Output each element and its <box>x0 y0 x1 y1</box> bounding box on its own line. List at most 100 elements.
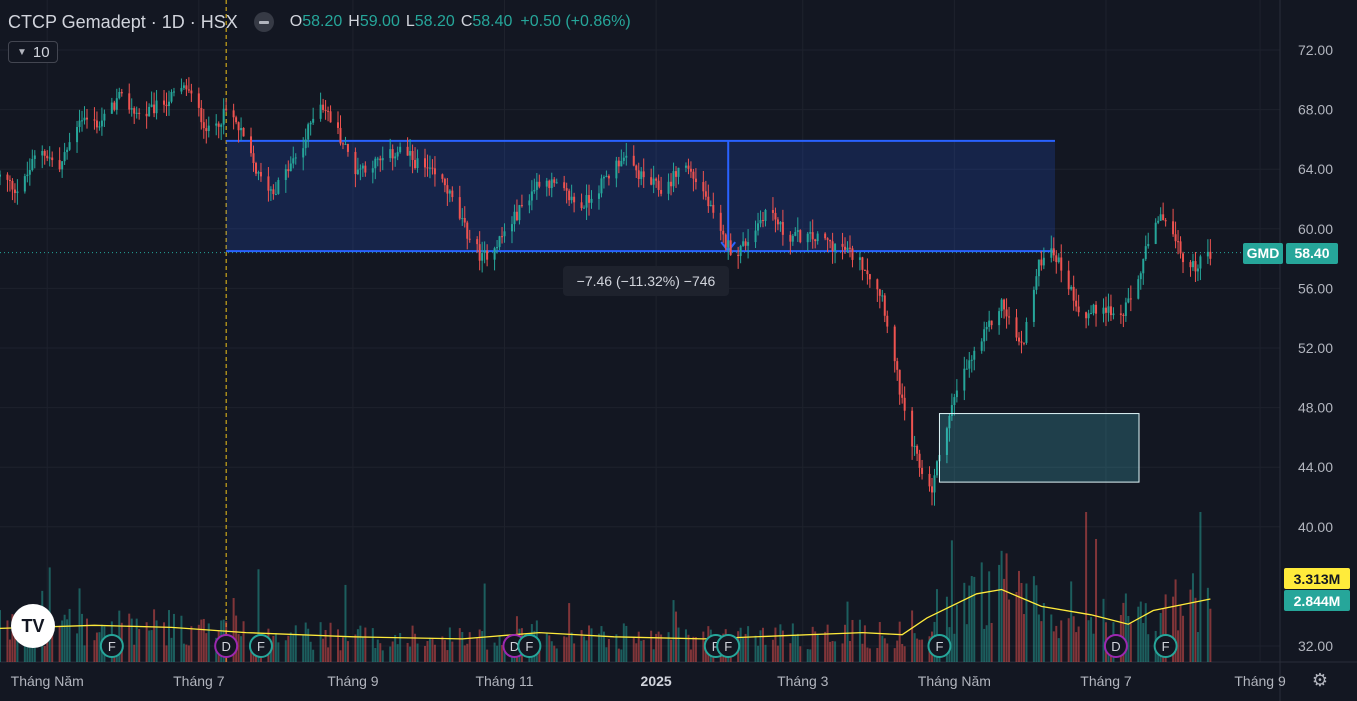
candle-body <box>503 231 506 237</box>
volume-bar <box>739 627 742 662</box>
candle-body <box>274 193 277 195</box>
candle-body <box>466 222 469 239</box>
price-axis[interactable]: 72.00 68.00 64.00 60.00 56.00 52.00 48.00 44.00… <box>1298 42 1333 654</box>
candle-body <box>809 232 812 234</box>
marker-circle <box>1153 634 1178 658</box>
volume-bar <box>414 633 417 662</box>
candle-body <box>625 155 628 158</box>
candle-body <box>155 100 158 114</box>
low-value: 58.20 <box>414 13 455 30</box>
rectangle-drawing[interactable] <box>938 413 1140 483</box>
candle-body <box>789 234 792 242</box>
high-label: H <box>348 13 360 30</box>
candle-body <box>354 151 357 175</box>
volume-bar <box>93 640 96 662</box>
candle-body <box>1035 276 1038 290</box>
volume-bar <box>747 626 750 662</box>
candle-body <box>8 179 11 181</box>
volume-bar <box>1164 594 1167 662</box>
volume-bar <box>391 641 394 662</box>
volume-bar <box>466 643 469 662</box>
candle-body <box>493 248 496 260</box>
gear-icon[interactable]: ⚙ <box>1311 669 1329 690</box>
candle-body <box>1191 261 1194 268</box>
volume-bar <box>667 632 670 662</box>
volume-bar <box>235 615 238 662</box>
candle-body <box>774 212 777 220</box>
marker-circle <box>248 634 273 658</box>
candle-body <box>168 101 171 107</box>
volume-bar <box>687 634 690 662</box>
candle-body <box>707 196 710 207</box>
time-axis[interactable]: Tháng Năm Tháng 7 Tháng 9 Tháng 11 2025 Tháng… <box>11 673 1357 689</box>
volume-bar <box>322 638 325 662</box>
candle-body <box>1057 257 1060 263</box>
volume-bar <box>878 622 881 662</box>
volume-bar <box>324 629 327 662</box>
volume-bar <box>451 641 454 662</box>
volume-bar <box>98 632 101 662</box>
volume-bar <box>170 637 173 662</box>
symbol-title[interactable]: CTCP Gemadept · 1D · HSX <box>8 11 238 32</box>
volume-bar <box>600 626 603 662</box>
candle-body <box>844 246 847 250</box>
volume-bar <box>406 642 409 662</box>
range-box-fill <box>226 140 1055 252</box>
candle-body <box>568 190 571 201</box>
volume-bar <box>1022 614 1025 662</box>
volume-bar <box>118 610 121 662</box>
last-price-tag: 58.40 <box>1286 242 1338 264</box>
volume-bar <box>762 627 765 662</box>
candle-body <box>779 222 782 225</box>
candle-body <box>63 152 66 162</box>
price-range-tool[interactable] <box>226 139 1055 253</box>
volume-bar <box>339 650 342 662</box>
candle-body <box>110 102 113 114</box>
volume-bar <box>443 640 446 662</box>
candle-body <box>322 104 325 110</box>
candle-body <box>1017 337 1020 342</box>
change-value: +0.50 (+0.86%) <box>520 13 631 30</box>
volume-bar <box>1179 604 1182 662</box>
volume-bar <box>953 633 956 662</box>
volume-bar <box>866 647 869 662</box>
candle-body <box>394 156 397 159</box>
candle-body <box>1005 309 1008 317</box>
candle-body <box>6 174 9 180</box>
candle-body <box>426 167 429 169</box>
volume-bar <box>617 648 620 662</box>
volume-bar <box>1055 625 1058 662</box>
candle-body <box>565 188 568 191</box>
volume-bar <box>486 649 489 662</box>
volume-bar <box>240 636 243 662</box>
candle-body <box>1092 304 1095 314</box>
volume-bar <box>553 645 556 662</box>
volume-bar <box>781 630 784 662</box>
candle-body <box>329 111 332 123</box>
candle-body <box>901 394 904 398</box>
volume-bar <box>501 645 504 662</box>
volume-bar <box>1005 553 1008 662</box>
volume-bar <box>1077 626 1080 662</box>
volume-bar <box>307 628 310 662</box>
hide-legend-icon[interactable] <box>253 12 274 32</box>
candle-body <box>406 146 409 156</box>
marker-label: F <box>1162 639 1170 654</box>
volume-bar <box>615 634 618 662</box>
tradingview-logo-icon[interactable]: TV <box>11 604 55 648</box>
volume-bar <box>689 649 692 662</box>
indicators-collapse-button[interactable]: ▼ 10 <box>8 41 58 63</box>
candle-body <box>739 245 742 256</box>
volume-bar <box>294 625 297 662</box>
candle-body <box>1055 255 1058 263</box>
volume-bar <box>1182 615 1185 662</box>
marker-label: F <box>257 639 265 654</box>
candle-body <box>207 125 210 132</box>
volume-bar <box>620 649 623 662</box>
candle-body <box>955 390 958 398</box>
candle-body <box>1199 256 1202 269</box>
candle-body <box>289 163 292 172</box>
candle-body <box>1087 313 1090 319</box>
